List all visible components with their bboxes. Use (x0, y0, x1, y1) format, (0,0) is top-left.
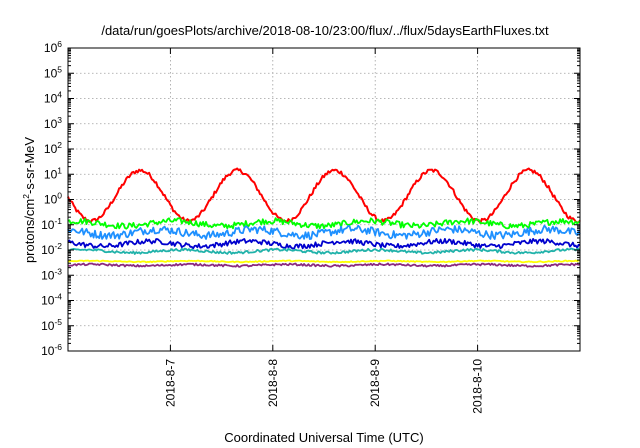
y-tick-label-base: 10 (44, 41, 58, 55)
y-tick-label: 10-6 (41, 342, 62, 358)
y-tick-label-exp: 3 (57, 115, 62, 125)
y-axis-label-rest: -s-sr-MeV (22, 137, 37, 194)
y-tick-label: 10-5 (41, 317, 62, 333)
y-tick-label-base: 10 (44, 66, 58, 80)
y-tick-label-base: 10 (41, 294, 55, 308)
series-line (67, 167, 581, 224)
y-tick-label: 102 (44, 140, 62, 156)
y-tick-label-base: 10 (44, 117, 58, 131)
y-tick-label: 103 (44, 115, 62, 131)
y-tick-label: 104 (44, 90, 62, 106)
y-axis-label-sup: 2 (21, 194, 31, 199)
y-tick-label-base: 10 (44, 92, 58, 106)
y-tick-label-exp: 6 (57, 39, 62, 49)
y-tick-label-exp: -2 (54, 241, 62, 251)
x-tick-label: 2018-8-9 (368, 359, 382, 407)
y-tick-label-exp: 4 (57, 90, 62, 100)
series-line (67, 247, 581, 255)
y-tick-label-exp: 5 (57, 64, 62, 74)
x-tick-label: 2018-8-10 (471, 359, 485, 414)
y-tick-label-exp: -5 (54, 317, 62, 327)
y-axis-label: protons/cm2-s-sr-MeV (21, 137, 37, 263)
x-tick-label: 2018-8-7 (163, 359, 177, 407)
y-tick-label: 10-4 (41, 292, 62, 308)
series-line (67, 217, 581, 230)
y-tick-label: 101 (44, 165, 62, 181)
y-tick-label-exp: 1 (57, 165, 62, 175)
y-tick-label-exp: -6 (54, 342, 62, 352)
y-tick-label-exp: -3 (54, 266, 62, 276)
y-tick-label-base: 10 (44, 142, 58, 156)
y-tick-label-exp: -1 (54, 216, 62, 226)
y-axis: 10-610-510-410-310-210-11001011021031041… (41, 39, 580, 358)
y-tick-label-base: 10 (41, 243, 55, 257)
y-tick-label-exp: 2 (57, 140, 62, 150)
y-tick-label: 100 (44, 191, 62, 207)
y-tick-label-base: 10 (44, 193, 58, 207)
series-line (67, 238, 581, 250)
chart-title: /data/run/goesPlots/archive/2018-08-10/2… (101, 23, 549, 38)
y-axis-label-base: protons/cm (22, 199, 37, 263)
y-tick-label: 10-3 (41, 266, 62, 282)
y-tick-label-base: 10 (41, 268, 55, 282)
x-tick-label: 2018-8-8 (266, 359, 280, 407)
x-axis-label: Coordinated Universal Time (UTC) (224, 430, 423, 445)
y-tick-label: 10-1 (41, 216, 62, 232)
y-tick-label: 105 (44, 64, 62, 80)
series-layer (67, 167, 581, 268)
series-line (67, 262, 581, 268)
y-tick-label-exp: -4 (54, 292, 62, 302)
series-line (67, 224, 581, 240)
series-line (67, 259, 581, 264)
y-tick-label-exp: 0 (57, 191, 62, 201)
y-tick-label-base: 10 (41, 319, 55, 333)
y-tick-label-base: 10 (44, 167, 58, 181)
x-axis: 2018-8-7 2018-8-8 2018-8-9 2018-8-10 (163, 48, 485, 414)
y-tick-label-base: 10 (41, 344, 55, 358)
y-tick-label-base: 10 (41, 218, 55, 232)
y-tick-label: 10-2 (41, 241, 62, 257)
y-tick-label: 106 (44, 39, 62, 55)
